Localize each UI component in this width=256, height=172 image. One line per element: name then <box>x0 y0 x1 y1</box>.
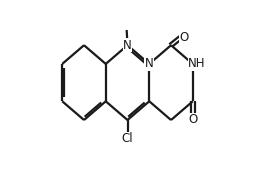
Text: N: N <box>145 57 154 70</box>
Text: O: O <box>188 113 197 126</box>
Text: Cl: Cl <box>122 132 133 146</box>
Text: NH: NH <box>188 57 206 70</box>
Text: O: O <box>180 31 189 44</box>
Text: N: N <box>123 39 132 52</box>
